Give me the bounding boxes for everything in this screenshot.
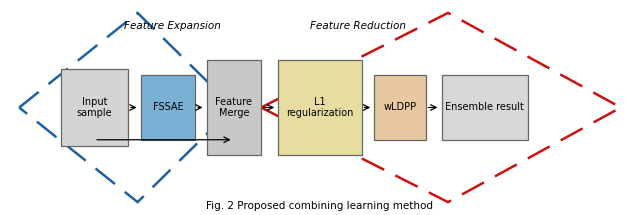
FancyBboxPatch shape: [278, 60, 362, 155]
Text: Feature Expansion: Feature Expansion: [124, 21, 221, 31]
FancyBboxPatch shape: [141, 75, 195, 140]
FancyBboxPatch shape: [207, 60, 261, 155]
Text: L1
regularization: L1 regularization: [286, 97, 354, 118]
Text: Input
sample: Input sample: [77, 97, 112, 118]
Text: Fig. 2 Proposed combining learning method: Fig. 2 Proposed combining learning metho…: [207, 201, 433, 211]
Text: wLDPP: wLDPP: [383, 103, 417, 112]
FancyBboxPatch shape: [61, 69, 128, 146]
FancyBboxPatch shape: [442, 75, 528, 140]
Text: Feature Reduction: Feature Reduction: [310, 21, 406, 31]
Text: FSSAE: FSSAE: [153, 103, 183, 112]
Text: Ensemble result: Ensemble result: [445, 103, 524, 112]
FancyBboxPatch shape: [374, 75, 426, 140]
Text: Feature
Merge: Feature Merge: [216, 97, 252, 118]
